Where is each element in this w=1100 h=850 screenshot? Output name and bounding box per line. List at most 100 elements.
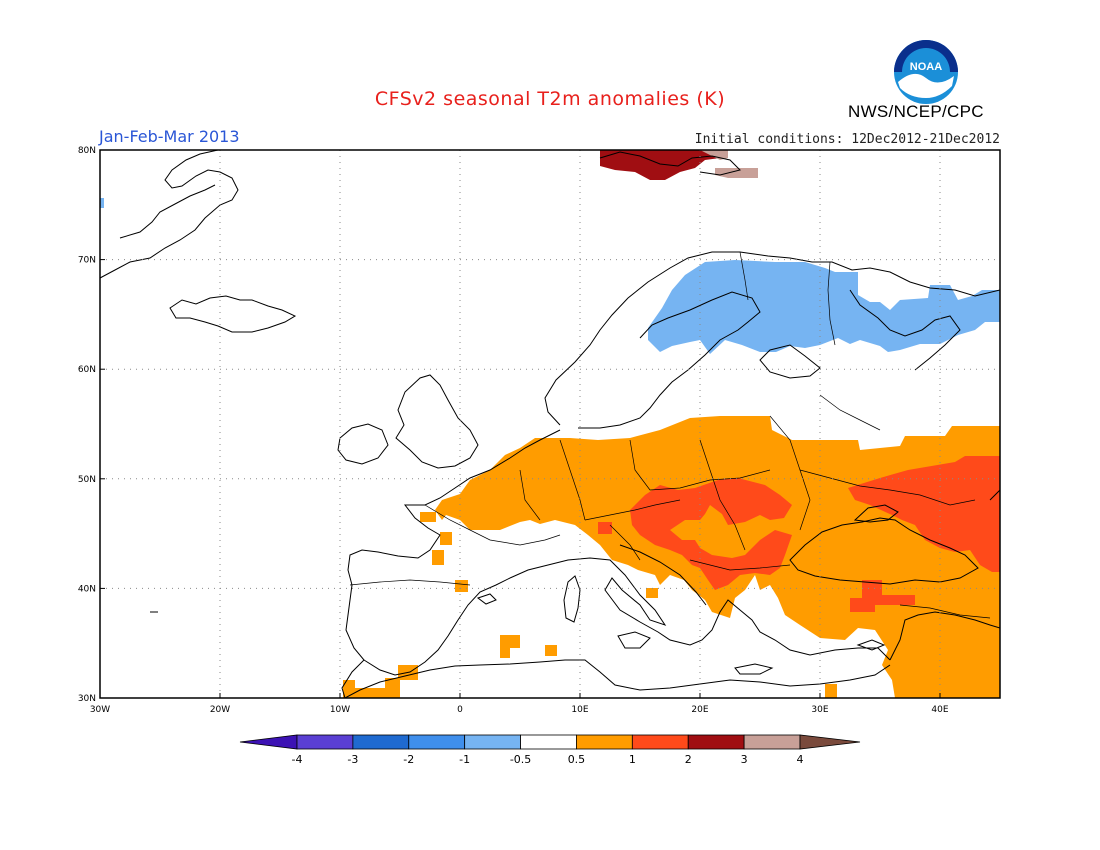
coastline-adriatic: [619, 544, 707, 606]
coastline-caspian: [989, 489, 1000, 501]
coastline-britain: [395, 374, 479, 469]
anomaly-region-warm: [646, 588, 658, 598]
anomaly-region-cool: [100, 198, 104, 208]
lon-tick-label: 40E: [931, 705, 948, 715]
coastline-iceland: [169, 295, 297, 333]
coastline-greenland: [100, 150, 239, 279]
border-line: [519, 469, 541, 521]
anomaly-region-warm: [500, 635, 520, 658]
lat-tick-label: 50N: [78, 475, 96, 485]
border-line: [819, 394, 881, 431]
coastlines: [100, 150, 1000, 698]
anomaly-region-hot: [848, 456, 1000, 572]
axis-ticks: 30W 20W 10W 0 10E 20E 30E 40E 30N 40N 50N 60N 70N 80N: [78, 146, 949, 715]
legend-label: -1: [459, 753, 470, 766]
color-legend: -4 -3 -2 -1 -0.5 0.5 1 2 3 4: [239, 734, 861, 766]
legend-label: -3: [347, 753, 358, 766]
anomaly-region-extreme: [715, 168, 758, 178]
coastline-black-sea: [789, 517, 979, 585]
lat-tick-label: 80N: [78, 146, 96, 156]
coastline-sicily: [617, 631, 651, 649]
coastline-corsica-sardinia: [563, 575, 581, 623]
anomaly-region-warm: [420, 512, 436, 522]
legend-swatch: [520, 734, 577, 750]
border-line: [609, 524, 641, 561]
anomaly-region-warm: [432, 550, 444, 565]
coastline-finland-gulf: [759, 344, 821, 379]
border-line: [559, 439, 586, 521]
graticule: [100, 150, 1000, 698]
border-line: [699, 439, 746, 551]
anomaly-region-warm: [455, 580, 468, 592]
border-line: [899, 604, 991, 619]
country-borders: [349, 251, 991, 619]
legend-label: -0.5: [510, 753, 531, 766]
border-line: [349, 579, 471, 586]
anomaly-region-warm: [545, 645, 557, 656]
legend-swatch: [296, 734, 354, 750]
forecast-period: Jan-Feb-Mar 2013: [99, 127, 240, 146]
legend-swatch: [408, 734, 466, 750]
lon-tick-label: 10E: [571, 705, 588, 715]
legend-label: 2: [685, 753, 692, 766]
anomaly-region-hot: [630, 478, 792, 590]
lon-tick-label: 20W: [210, 705, 230, 715]
border-line: [689, 559, 791, 571]
lat-tick-label: 70N: [78, 256, 96, 266]
anomaly-region-very-hot: [600, 150, 720, 180]
anomaly-region-warm: [440, 532, 452, 545]
noaa-logo-icon: NOAA: [894, 40, 958, 104]
initial-conditions: Initial conditions: 12Dec2012-21Dec2012: [694, 132, 1000, 147]
coastline-baltic: [578, 291, 761, 429]
anomaly-region-hot: [598, 522, 612, 534]
legend-label: -4: [292, 753, 303, 766]
legend-swatch: [576, 734, 633, 750]
legend-label: 1: [629, 753, 636, 766]
legend-arrow-high: [799, 734, 861, 750]
lon-tick-label: 30W: [90, 705, 110, 715]
anomaly-shading: [100, 150, 1000, 698]
anomaly-region-warm: [825, 684, 837, 698]
coastline-iberia-south: [363, 577, 511, 676]
svg-text:NOAA: NOAA: [910, 61, 942, 73]
legend-label: -2: [403, 753, 414, 766]
border-line: [739, 251, 749, 301]
coastline-crete: [734, 663, 774, 675]
coastline-cyprus: [856, 639, 886, 651]
legend-swatch: [352, 734, 410, 750]
lon-tick-label: 20E: [691, 705, 708, 715]
lon-tick-label: 10W: [330, 705, 350, 715]
border-line: [827, 261, 836, 346]
map-title: CFSv2 seasonal T2m anomalies (K): [374, 88, 726, 110]
coastline-med-north: [509, 557, 891, 661]
border-line: [584, 499, 681, 521]
coastline-svalbard: [599, 151, 741, 176]
agency-label: NWS/NCEP/CPC: [848, 102, 984, 121]
legend-label: 4: [797, 753, 804, 766]
anomaly-region-cool: [648, 260, 1000, 354]
legend-label: 0.5: [568, 753, 586, 766]
coastline-north-africa: [344, 659, 891, 698]
legend-label: 3: [741, 753, 748, 766]
coastline-crimea: [853, 504, 899, 523]
coastline-greenland-east: [119, 184, 216, 239]
legend-swatch: [687, 734, 745, 750]
map-frame: [99, 149, 1001, 699]
lat-tick-label: 60N: [78, 365, 96, 375]
border-line: [629, 439, 771, 491]
legend-arrow-low: [239, 734, 298, 750]
border-line: [424, 504, 561, 546]
lon-tick-label: 0: [457, 705, 463, 715]
coastline-continent: [341, 429, 561, 698]
lat-tick-label: 40N: [78, 584, 96, 594]
coastline-white-sea: [849, 289, 961, 371]
legend-swatch: [464, 734, 521, 750]
coastline-ireland: [337, 423, 389, 465]
coastline-balearic: [476, 593, 497, 605]
lat-tick-label: 30N: [78, 694, 96, 704]
border-line: [799, 469, 976, 506]
lon-tick-label: 30E: [811, 705, 828, 715]
coastline-scandinavia: [544, 251, 1000, 426]
anomaly-region-hot: [850, 580, 915, 612]
